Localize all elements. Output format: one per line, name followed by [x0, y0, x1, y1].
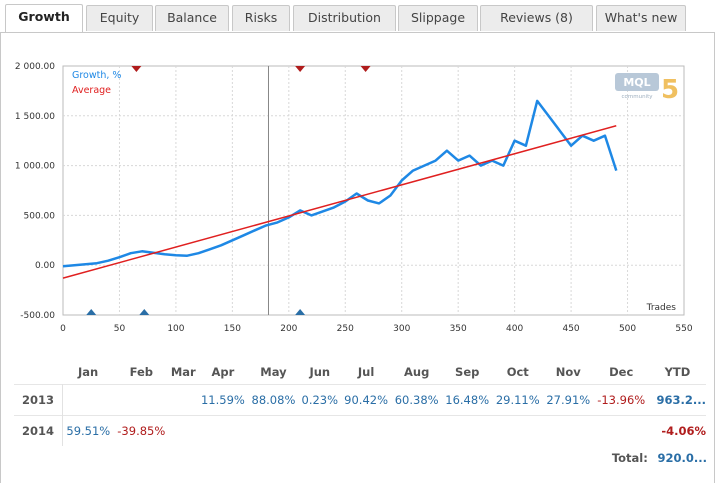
logo-subtext: community	[621, 94, 653, 100]
total-value: 920.0...	[657, 451, 707, 465]
panel-border	[0, 32, 1, 483]
ytd-cell: 963.2...	[648, 384, 706, 416]
x-tick-label: 200	[280, 324, 297, 334]
month-value-cell	[593, 415, 649, 446]
tab-bar: Growth Equity Balance Risks Distribution Slip…	[0, 0, 715, 33]
ytd-cell: -4.06%	[648, 415, 706, 446]
y-tick-label: -500.00	[20, 311, 55, 321]
month-value-cell	[441, 415, 493, 446]
bottom-marker-triangle	[86, 309, 97, 315]
year-cell: 2014	[14, 415, 63, 446]
x-tick-label: 450	[562, 324, 579, 334]
month-header-oct: Oct	[506, 365, 529, 379]
month-value-cell	[391, 415, 442, 446]
month-header-sep: Sep	[455, 365, 480, 379]
month-header-jun: Jun	[309, 365, 331, 379]
month-header-jul: Jul	[357, 365, 375, 379]
month-value-cell: 90.42%	[340, 384, 392, 416]
month-header-jan: Jan	[77, 365, 99, 379]
month-value-cell	[543, 415, 594, 446]
legend-growth: Growth, %	[72, 70, 121, 81]
year-cell: 2013	[14, 384, 63, 416]
month-value-cell: -13.96%	[593, 384, 649, 416]
tab-what-s-new[interactable]: What's new	[596, 5, 686, 31]
table-row: 2013 11.59% 88.08% 0.23% 90.42% 60.38% 16.48% 2…	[14, 384, 706, 416]
growth-chart: 0 50 100 150 200 250 300 350 400 450 500 550 -500.00…	[15, 62, 693, 334]
month-value-cell	[62, 384, 114, 416]
tab-slippage[interactable]: Slippage	[398, 5, 478, 31]
month-header-feb: Feb	[129, 365, 153, 379]
logo-digit: 5	[661, 75, 679, 105]
bottom-marker-triangle	[139, 309, 150, 315]
x-tick-label: 550	[675, 324, 692, 334]
monthly-returns-table: Jan Feb Mar Apr May Jun Jul Aug Sep Oct Nov Dec YTD …	[14, 360, 706, 446]
month-header-apr: Apr	[211, 365, 235, 379]
tab-reviews-8[interactable]: Reviews (8)	[480, 5, 593, 31]
month-value-cell	[298, 415, 341, 446]
x-tick-label: 350	[450, 324, 467, 334]
month-value-cell: 27.91%	[543, 384, 594, 416]
year-column-header	[14, 360, 63, 385]
month-header-aug: Aug	[403, 365, 430, 379]
month-header-ytd: YTD	[664, 365, 691, 379]
x-tick-label: 0	[60, 324, 66, 334]
tab-balance[interactable]: Balance	[155, 5, 229, 31]
x-tick-label: 300	[393, 324, 410, 334]
month-header-may: May	[260, 365, 287, 379]
month-value-cell	[340, 415, 392, 446]
month-value-cell: 60.38%	[391, 384, 442, 416]
total-label: Total:	[611, 451, 648, 465]
tab-underline	[0, 32, 715, 33]
x-tick-label: 100	[167, 324, 184, 334]
table-row: 2014 59.51% -39.85% -4.06%	[14, 415, 706, 446]
tab-distribution[interactable]: Distribution	[293, 5, 396, 31]
month-value-cell: 59.51%	[62, 415, 114, 446]
x-tick-label: 500	[619, 324, 636, 334]
x-tick-label: 400	[506, 324, 523, 334]
tab-equity[interactable]: Equity	[86, 5, 153, 31]
y-tick-label: 500.00	[24, 211, 56, 221]
month-value-cell	[168, 384, 198, 416]
legend-average: Average	[72, 85, 111, 96]
y-tick-label: 0.00	[35, 261, 55, 271]
x-tick-label: 50	[114, 324, 126, 334]
top-marker-triangle	[295, 66, 306, 72]
top-marker-triangle	[131, 66, 142, 72]
x-tick-label: 150	[224, 324, 241, 334]
y-tick-label: 1 500.00	[15, 112, 55, 122]
month-header-dec: Dec	[609, 365, 634, 379]
logo-text: MQL	[623, 76, 650, 89]
x-tick-label: 250	[337, 324, 354, 334]
month-value-cell: 11.59%	[197, 384, 249, 416]
mql5-logo: MQL community 5	[615, 73, 679, 105]
bottom-marker-triangle	[295, 309, 306, 315]
average-series-line	[62, 125, 617, 279]
y-tick-label: 2 000.00	[15, 62, 55, 72]
plot-area	[62, 65, 685, 316]
month-value-cell: 29.11%	[492, 384, 544, 416]
tab-growth[interactable]: Growth	[5, 4, 83, 32]
total-row: Total: 920.0...	[612, 451, 707, 465]
month-header-mar: Mar	[170, 365, 196, 379]
top-marker-triangle	[360, 66, 371, 72]
month-value-cell	[168, 415, 198, 446]
x-axis-label: Trades	[646, 303, 677, 313]
month-value-cell	[248, 415, 299, 446]
month-value-cell: -39.85%	[113, 415, 169, 446]
month-header-nov: Nov	[555, 365, 581, 379]
month-value-cell	[113, 384, 169, 416]
month-value-cell: 88.08%	[248, 384, 299, 416]
logo-badge	[615, 73, 659, 91]
month-value-cell: 16.48%	[441, 384, 493, 416]
y-tick-label: 1 000.00	[15, 162, 55, 172]
month-value-cell	[492, 415, 544, 446]
month-value-cell: 0.23%	[298, 384, 341, 416]
tab-risks[interactable]: Risks	[232, 5, 290, 31]
month-value-cell	[197, 415, 249, 446]
